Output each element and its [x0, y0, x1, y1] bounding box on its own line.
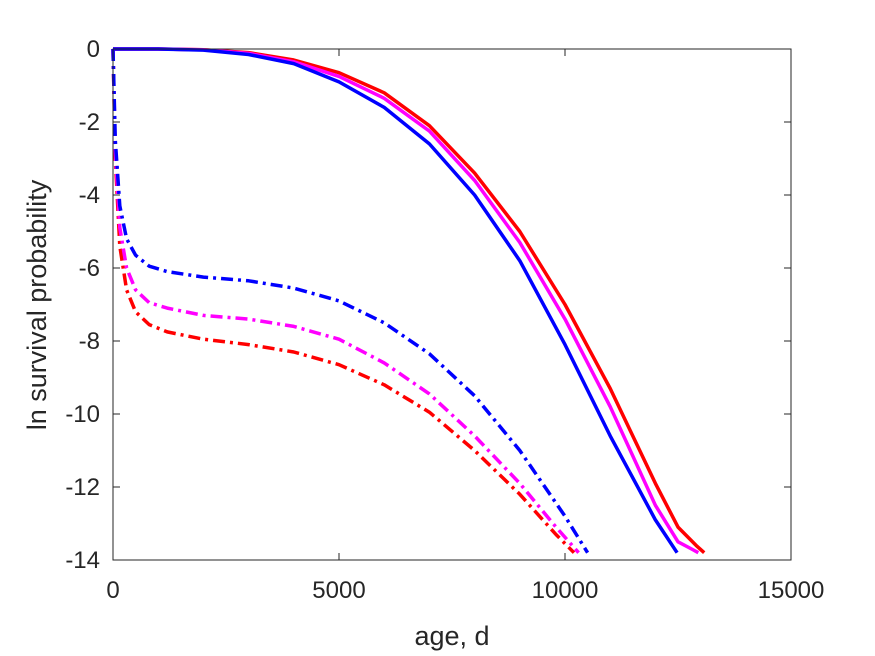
- y-tick-label: -14: [65, 547, 100, 574]
- y-tick-label: -2: [79, 109, 100, 136]
- series-line-6: [111, 48, 590, 554]
- x-axis-label: age, d: [414, 621, 489, 651]
- x-tick-label: 10000: [532, 577, 599, 604]
- series-line-5: [111, 48, 580, 554]
- x-tick-label: 5000: [312, 577, 365, 604]
- axis-ticks: 0 5000 10000 15000 -14 -12 -10 -8 -6 -4 -2 0: [65, 36, 824, 604]
- series-lines: [111, 47, 706, 555]
- y-tick-label: -8: [79, 328, 100, 355]
- y-tick-label: -6: [79, 255, 100, 282]
- x-tick-label: 15000: [758, 577, 825, 604]
- axes-box: [112, 48, 792, 561]
- y-tick-label: -12: [65, 474, 100, 501]
- x-tick-label: 0: [106, 577, 119, 604]
- series-line-3: [113, 47, 679, 554]
- y-tick-label: 0: [87, 36, 100, 63]
- y-tick-label: -10: [65, 401, 100, 428]
- series-line-4: [111, 48, 576, 554]
- series-line-1: [113, 47, 706, 554]
- y-axis-label: ln survival probability: [22, 179, 52, 430]
- y-tick-label: -4: [79, 182, 100, 209]
